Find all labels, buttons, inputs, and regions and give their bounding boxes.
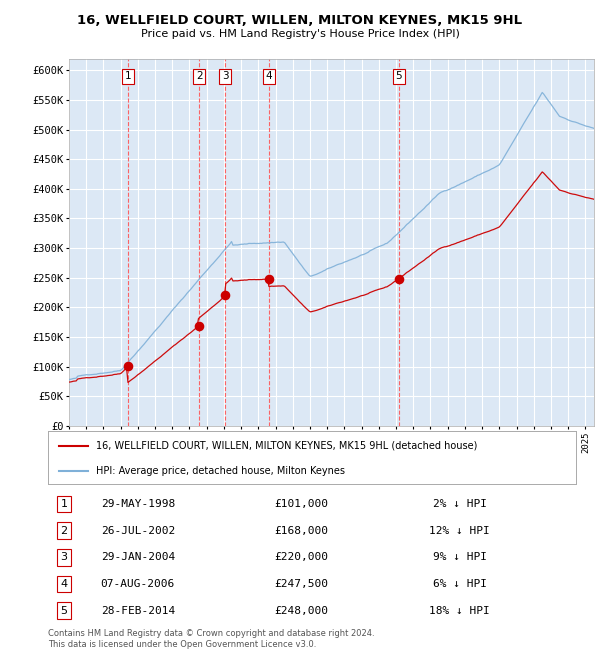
Text: Price paid vs. HM Land Registry's House Price Index (HPI): Price paid vs. HM Land Registry's House …	[140, 29, 460, 39]
Text: 07-AUG-2006: 07-AUG-2006	[101, 579, 175, 589]
Text: 28-FEB-2014: 28-FEB-2014	[101, 606, 175, 616]
Text: 12% ↓ HPI: 12% ↓ HPI	[430, 526, 490, 536]
Text: £247,500: £247,500	[274, 579, 328, 589]
Text: £168,000: £168,000	[274, 526, 328, 536]
Text: 1: 1	[61, 499, 67, 509]
Text: 26-JUL-2002: 26-JUL-2002	[101, 526, 175, 536]
Text: HPI: Average price, detached house, Milton Keynes: HPI: Average price, detached house, Milt…	[95, 466, 344, 476]
Text: 18% ↓ HPI: 18% ↓ HPI	[430, 606, 490, 616]
Text: 4: 4	[60, 579, 67, 589]
Text: Contains HM Land Registry data © Crown copyright and database right 2024.
This d: Contains HM Land Registry data © Crown c…	[48, 629, 374, 649]
Point	[220, 291, 230, 301]
Text: 5: 5	[61, 606, 67, 616]
Text: £220,000: £220,000	[274, 552, 328, 562]
Point	[123, 361, 133, 371]
Text: £248,000: £248,000	[274, 606, 328, 616]
Text: £101,000: £101,000	[274, 499, 328, 509]
Text: 2: 2	[60, 526, 67, 536]
Text: 2: 2	[196, 72, 202, 81]
Text: 5: 5	[395, 72, 402, 81]
Text: 4: 4	[265, 72, 272, 81]
Text: 1: 1	[124, 72, 131, 81]
Text: 16, WELLFIELD COURT, WILLEN, MILTON KEYNES, MK15 9HL (detached house): 16, WELLFIELD COURT, WILLEN, MILTON KEYN…	[95, 441, 477, 451]
Text: 6% ↓ HPI: 6% ↓ HPI	[433, 579, 487, 589]
Point	[394, 274, 404, 284]
Text: 16, WELLFIELD COURT, WILLEN, MILTON KEYNES, MK15 9HL: 16, WELLFIELD COURT, WILLEN, MILTON KEYN…	[77, 14, 523, 27]
Text: 3: 3	[222, 72, 229, 81]
Text: 9% ↓ HPI: 9% ↓ HPI	[433, 552, 487, 562]
Text: 2% ↓ HPI: 2% ↓ HPI	[433, 499, 487, 509]
Text: 3: 3	[61, 552, 67, 562]
Point	[194, 321, 204, 332]
Text: 29-JAN-2004: 29-JAN-2004	[101, 552, 175, 562]
Point	[264, 274, 274, 284]
Text: 29-MAY-1998: 29-MAY-1998	[101, 499, 175, 509]
